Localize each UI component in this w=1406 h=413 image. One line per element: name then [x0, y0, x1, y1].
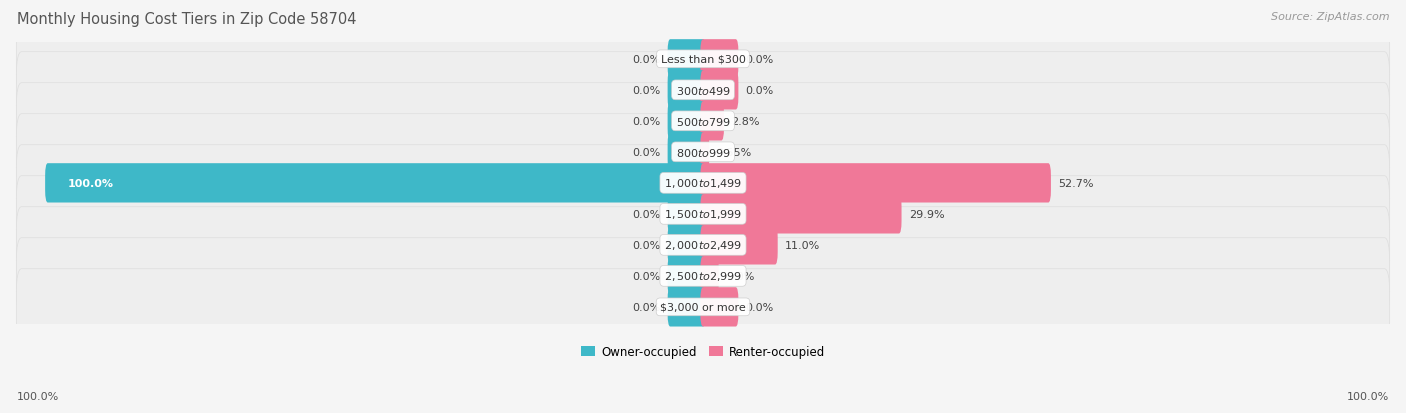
Text: Monthly Housing Cost Tiers in Zip Code 58704: Monthly Housing Cost Tiers in Zip Code 5…: [17, 12, 356, 27]
Text: 29.9%: 29.9%: [908, 209, 945, 219]
FancyBboxPatch shape: [700, 195, 901, 234]
Text: $800 to $999: $800 to $999: [675, 147, 731, 159]
Text: 0.0%: 0.0%: [633, 240, 661, 250]
FancyBboxPatch shape: [17, 207, 1389, 283]
FancyBboxPatch shape: [668, 225, 706, 265]
Text: $2,500 to $2,999: $2,500 to $2,999: [664, 270, 742, 282]
Text: 0.0%: 0.0%: [745, 85, 773, 95]
FancyBboxPatch shape: [668, 71, 706, 110]
FancyBboxPatch shape: [17, 114, 1389, 190]
FancyBboxPatch shape: [700, 71, 738, 110]
FancyBboxPatch shape: [17, 145, 1389, 221]
Text: Less than $300: Less than $300: [661, 55, 745, 65]
Text: 0.0%: 0.0%: [633, 85, 661, 95]
Text: 100.0%: 100.0%: [67, 178, 114, 188]
Text: 2.0%: 2.0%: [725, 271, 754, 281]
FancyBboxPatch shape: [700, 40, 738, 79]
Text: 0.0%: 0.0%: [633, 116, 661, 126]
FancyBboxPatch shape: [700, 133, 709, 172]
Text: 52.7%: 52.7%: [1059, 178, 1094, 188]
Text: 0.0%: 0.0%: [633, 271, 661, 281]
FancyBboxPatch shape: [700, 225, 778, 265]
Text: 0.0%: 0.0%: [745, 55, 773, 65]
FancyBboxPatch shape: [700, 102, 724, 141]
Text: $2,000 to $2,499: $2,000 to $2,499: [664, 239, 742, 252]
FancyBboxPatch shape: [668, 133, 706, 172]
FancyBboxPatch shape: [17, 269, 1389, 345]
Text: 0.0%: 0.0%: [633, 147, 661, 157]
Text: Source: ZipAtlas.com: Source: ZipAtlas.com: [1271, 12, 1389, 22]
FancyBboxPatch shape: [700, 287, 738, 327]
Text: 11.0%: 11.0%: [785, 240, 820, 250]
Text: 100.0%: 100.0%: [17, 391, 59, 401]
FancyBboxPatch shape: [668, 40, 706, 79]
Text: 0.0%: 0.0%: [633, 55, 661, 65]
Text: 2.8%: 2.8%: [731, 116, 759, 126]
FancyBboxPatch shape: [668, 256, 706, 296]
FancyBboxPatch shape: [17, 238, 1389, 314]
Text: $500 to $799: $500 to $799: [675, 116, 731, 128]
Text: $1,000 to $1,499: $1,000 to $1,499: [664, 177, 742, 190]
Text: 0.0%: 0.0%: [745, 302, 773, 312]
Text: 100.0%: 100.0%: [1347, 391, 1389, 401]
FancyBboxPatch shape: [668, 287, 706, 327]
FancyBboxPatch shape: [17, 21, 1389, 98]
Text: $300 to $499: $300 to $499: [675, 85, 731, 97]
Text: 0.55%: 0.55%: [717, 147, 752, 157]
FancyBboxPatch shape: [668, 195, 706, 234]
Text: $1,500 to $1,999: $1,500 to $1,999: [664, 208, 742, 221]
FancyBboxPatch shape: [668, 102, 706, 141]
FancyBboxPatch shape: [700, 164, 1050, 203]
FancyBboxPatch shape: [17, 83, 1389, 159]
Text: 0.0%: 0.0%: [633, 209, 661, 219]
Legend: Owner-occupied, Renter-occupied: Owner-occupied, Renter-occupied: [576, 341, 830, 363]
FancyBboxPatch shape: [17, 176, 1389, 252]
FancyBboxPatch shape: [45, 164, 706, 203]
FancyBboxPatch shape: [17, 52, 1389, 129]
Text: $3,000 or more: $3,000 or more: [661, 302, 745, 312]
FancyBboxPatch shape: [700, 256, 718, 296]
Text: 0.0%: 0.0%: [633, 302, 661, 312]
